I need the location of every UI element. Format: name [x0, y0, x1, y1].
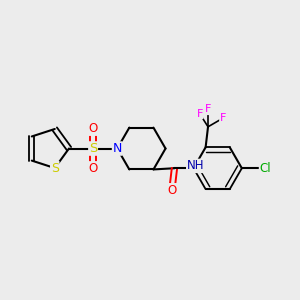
Text: N: N: [112, 142, 122, 155]
Text: S: S: [51, 162, 59, 175]
Text: F: F: [205, 104, 211, 114]
Text: O: O: [88, 162, 98, 175]
Text: O: O: [88, 122, 98, 135]
Text: Cl: Cl: [260, 162, 271, 175]
Text: O: O: [167, 184, 177, 197]
Text: F: F: [196, 109, 203, 118]
Text: S: S: [89, 142, 97, 155]
Text: F: F: [220, 113, 226, 123]
Text: NH: NH: [187, 159, 204, 172]
